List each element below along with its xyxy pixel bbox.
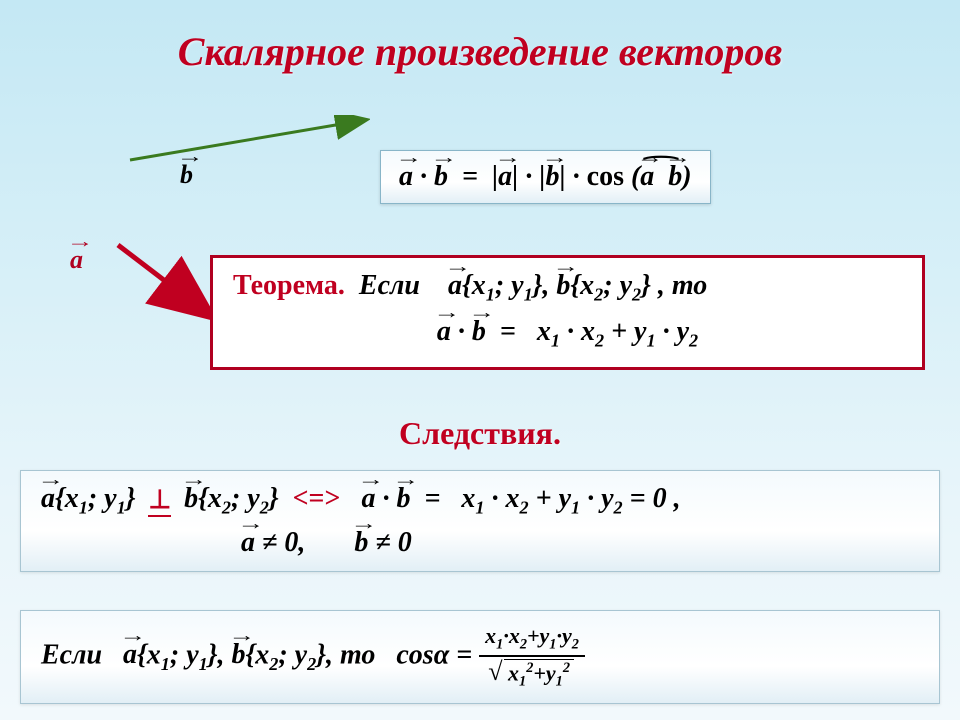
theorem-label: Теорема. bbox=[233, 270, 345, 301]
corollary-1: a{x1; y1} ⊥ b{x2; y2} <=> a · b = x1 · x… bbox=[20, 470, 940, 572]
perpendicular-icon: ⊥ bbox=[148, 485, 171, 517]
vector-a-label: a bbox=[70, 245, 83, 275]
corollary-title: Следствия. bbox=[0, 415, 960, 452]
vector-b-arrow bbox=[130, 120, 365, 160]
corollary-2: Если a{x1; y1}, b{x2; y2}, то cosα = x1·… bbox=[20, 610, 940, 704]
theorem-box: Теорема. Если a{x1; y1}, b{x2; y2} , то … bbox=[210, 255, 925, 370]
page-title: Скалярное произведение векторов bbox=[0, 0, 960, 75]
definition-formula: a · b = |a| · |b| · cos (a b) bbox=[380, 150, 711, 204]
vector-b-label: b bbox=[180, 160, 193, 190]
fraction: x1·x2+y1·y2 x12+y12 bbox=[479, 623, 585, 691]
vector-a-arrow bbox=[118, 245, 207, 313]
